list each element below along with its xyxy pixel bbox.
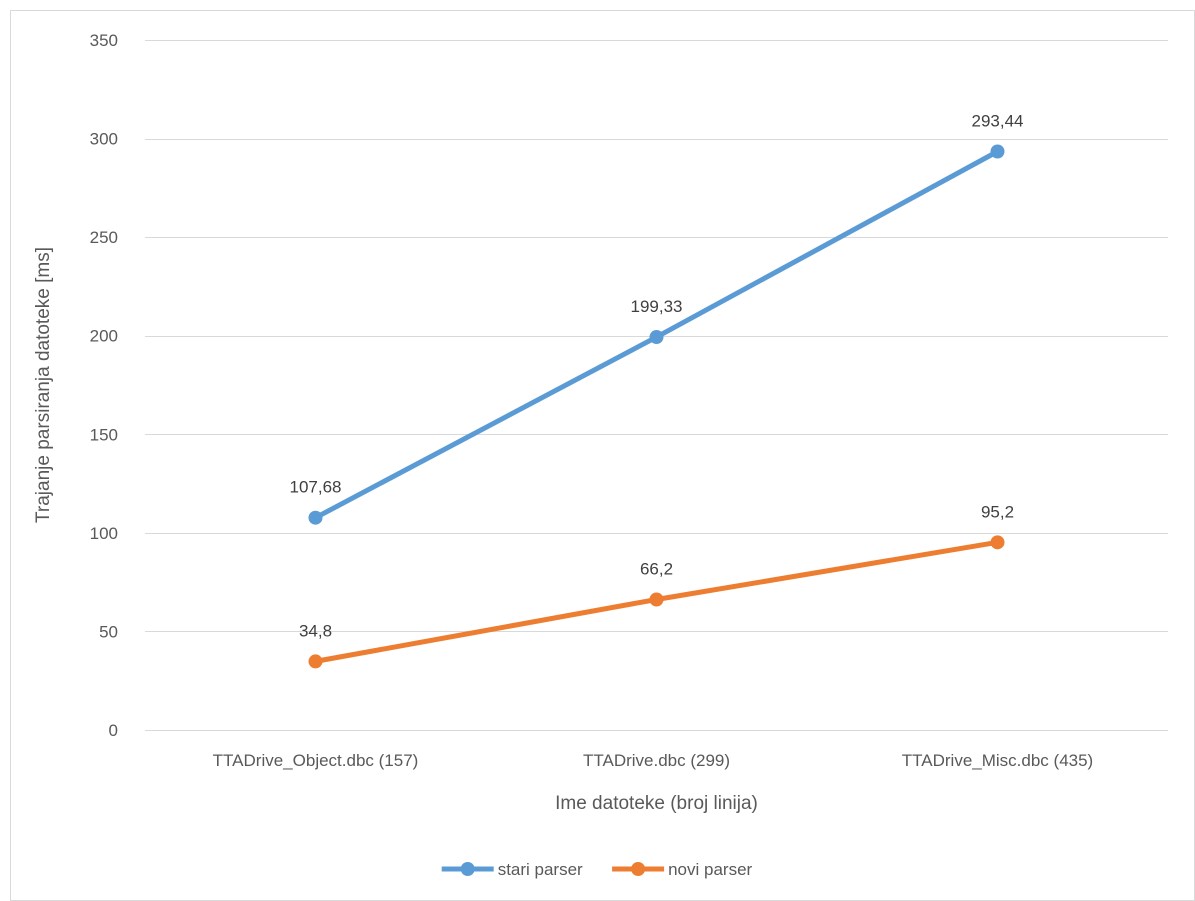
y-tick-label: 150 xyxy=(90,425,118,444)
y-tick-label: 0 xyxy=(109,721,118,740)
legend-label: novi parser xyxy=(668,860,752,879)
chart-border xyxy=(10,10,1195,901)
y-tick-label: 300 xyxy=(90,130,118,149)
data-point xyxy=(649,592,664,607)
data-label: 107,68 xyxy=(290,478,342,497)
data-label: 95,2 xyxy=(981,502,1014,521)
y-tick-label: 50 xyxy=(99,622,118,641)
data-label: 66,2 xyxy=(640,559,673,578)
data-label: 293,44 xyxy=(972,112,1024,131)
data-label: 34,8 xyxy=(299,621,332,640)
y-axis-ticks: 0 50 100 150 200 250 300 350 xyxy=(90,31,118,740)
x-tick-label: TTADrive_Misc.dbc (435) xyxy=(902,751,1093,770)
x-tick-label: TTADrive_Object.dbc (157) xyxy=(213,751,419,770)
y-tick-label: 100 xyxy=(90,524,118,543)
y-tick-label: 200 xyxy=(90,327,118,346)
data-point xyxy=(990,535,1005,550)
series-group: 107,68 199,33 293,44 34,8 66,2 95,2 xyxy=(290,112,1024,669)
data-point xyxy=(308,510,323,525)
legend: stari parser novi parser xyxy=(441,860,753,879)
y-axis-title: Trajanje parsiranja datoteke [ms] xyxy=(33,247,54,523)
legend-marker xyxy=(460,862,475,876)
data-point xyxy=(308,654,323,669)
data-label: 199,33 xyxy=(631,297,683,316)
legend-marker xyxy=(631,862,646,876)
legend-label: stari parser xyxy=(498,860,583,879)
data-point xyxy=(990,144,1005,159)
x-axis-ticks: TTADrive_Object.dbc (157) TTADrive.dbc (2… xyxy=(213,751,1094,770)
y-tick-label: 350 xyxy=(90,31,118,50)
data-point xyxy=(649,330,664,345)
x-tick-label: TTADrive.dbc (299) xyxy=(583,751,730,770)
x-axis-title: Ime datoteke (broj linija) xyxy=(555,793,758,814)
y-tick-label: 250 xyxy=(90,228,118,247)
